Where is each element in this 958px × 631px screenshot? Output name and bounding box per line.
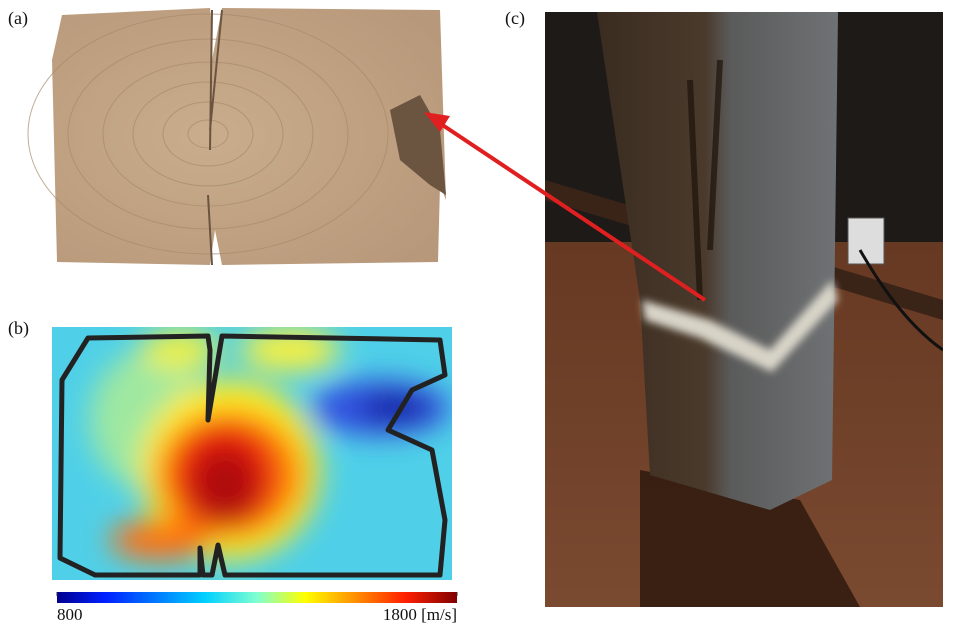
velocity-map (52, 327, 452, 580)
wood-photo (27, 8, 446, 266)
colorbar-scale (57, 592, 457, 603)
post-photo (545, 12, 943, 607)
panel-label: (b) (8, 318, 29, 339)
tick-label: 800 (57, 605, 83, 624)
panel-label: (a) (8, 8, 28, 29)
colorbar: 800 1800 [m/s] (56, 592, 458, 624)
arrow (424, 112, 707, 302)
tick-label: 1800 [m/s] (383, 605, 457, 624)
panel-label: (c) (505, 8, 525, 29)
